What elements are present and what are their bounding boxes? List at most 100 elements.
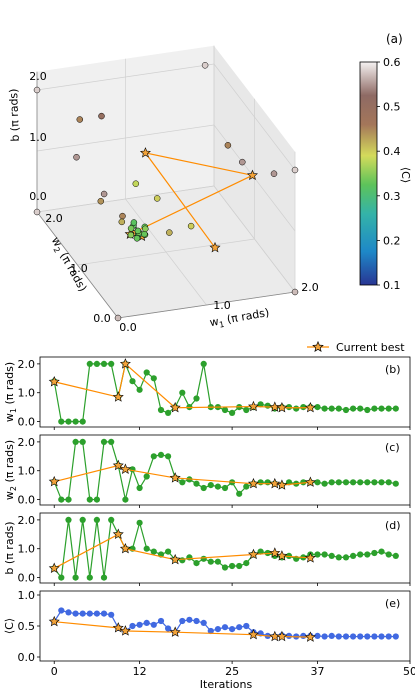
series-point bbox=[378, 633, 385, 640]
series-point bbox=[207, 558, 214, 565]
best-star-marker bbox=[119, 358, 131, 369]
series-point bbox=[243, 622, 250, 630]
series-point bbox=[342, 554, 350, 561]
x-tick-label: 1.0 bbox=[213, 299, 231, 312]
axes-3d: 0.0 1.0 2.0 0.0 1.0 2.0 0.0 1.0 2.0 bbox=[29, 45, 319, 334]
series-point bbox=[193, 395, 200, 402]
colorbar-gradient bbox=[359, 61, 378, 286]
best-line bbox=[54, 362, 311, 409]
series-point bbox=[371, 549, 378, 557]
series-point bbox=[321, 405, 328, 412]
series-point bbox=[65, 609, 72, 616]
sample-points bbox=[33, 62, 299, 322]
best-star-marker bbox=[112, 391, 124, 402]
sample-point bbox=[132, 180, 140, 187]
y-tick-label: 0.0 bbox=[18, 572, 36, 585]
best-star-marker bbox=[276, 479, 288, 490]
series-point bbox=[93, 360, 100, 367]
series-point bbox=[157, 451, 165, 458]
series-point bbox=[285, 404, 293, 411]
series-point bbox=[165, 625, 172, 632]
best-star-marker bbox=[48, 475, 60, 487]
y-tick-label: 0.0 bbox=[18, 494, 36, 507]
series-point bbox=[79, 438, 86, 445]
best-star-marker bbox=[119, 625, 131, 636]
series-point bbox=[193, 480, 200, 487]
x-axis-line bbox=[117, 291, 296, 319]
best-star-marker bbox=[269, 547, 281, 558]
series-point bbox=[93, 496, 100, 503]
series-point bbox=[100, 574, 108, 581]
series-point bbox=[65, 496, 72, 503]
y-axis-label: ⟨C⟩ bbox=[3, 618, 16, 634]
series-point bbox=[200, 555, 207, 562]
sample-point bbox=[130, 219, 138, 226]
series-point bbox=[179, 479, 186, 486]
y-tick-label: 2.0 bbox=[45, 212, 63, 225]
z-tick-label: 1.0 bbox=[29, 131, 47, 144]
series-point bbox=[207, 482, 214, 489]
colorbar-tick-label: 0.2 bbox=[383, 234, 401, 247]
series-point bbox=[129, 622, 136, 630]
series-point bbox=[65, 516, 72, 524]
series-point bbox=[236, 624, 243, 631]
series-point bbox=[342, 406, 350, 414]
x-tick-label: 50 bbox=[403, 665, 415, 678]
series-point bbox=[364, 406, 371, 414]
series-point bbox=[321, 480, 328, 487]
sample-point bbox=[134, 227, 142, 235]
y-tick-label: 1.0 bbox=[70, 262, 88, 275]
series-point bbox=[100, 610, 108, 617]
sample-point bbox=[224, 142, 232, 149]
best-star-marker bbox=[139, 147, 151, 158]
series-point bbox=[65, 418, 72, 425]
series-point bbox=[221, 564, 229, 571]
series-point bbox=[221, 624, 229, 631]
series-point bbox=[108, 516, 115, 524]
best-star-marker bbox=[48, 375, 60, 387]
series-point bbox=[371, 479, 378, 486]
series-point bbox=[371, 405, 378, 412]
series-point bbox=[350, 479, 357, 486]
best-star-marker bbox=[48, 615, 60, 627]
series-point bbox=[357, 405, 364, 412]
best-star-marker bbox=[247, 400, 259, 412]
series-point bbox=[392, 480, 399, 487]
best-star-marker bbox=[169, 626, 181, 637]
y-tick-label: 1.0 bbox=[18, 465, 36, 478]
z-tick-label: 2.0 bbox=[29, 70, 47, 83]
best-star-marker bbox=[112, 459, 124, 471]
best-star-marker bbox=[269, 477, 281, 489]
sample-point bbox=[97, 197, 105, 205]
series-point bbox=[179, 617, 186, 625]
series-point bbox=[328, 479, 335, 486]
series-point bbox=[385, 633, 392, 640]
grid-line bbox=[36, 185, 215, 213]
sample-point bbox=[239, 158, 246, 166]
sample-point bbox=[127, 231, 135, 239]
series-point bbox=[72, 418, 79, 425]
series-point bbox=[243, 483, 250, 490]
best-star-marker bbox=[276, 630, 288, 642]
series-point bbox=[214, 626, 221, 633]
y-axis-label: w1 (π rads) bbox=[3, 362, 18, 422]
x-tick-label: 12 bbox=[133, 665, 147, 678]
series-point bbox=[143, 619, 150, 627]
series-point bbox=[129, 378, 136, 385]
series-point bbox=[58, 496, 65, 503]
series-point bbox=[364, 479, 371, 486]
y-axis-line bbox=[36, 211, 119, 319]
colorbar-label: ⟨C⟩ bbox=[399, 167, 412, 183]
x-tick-label: 37 bbox=[311, 665, 325, 678]
best-star-marker bbox=[112, 528, 124, 539]
series-point bbox=[150, 548, 157, 555]
series-point bbox=[186, 616, 193, 623]
line-panel-b: 0.0 1.0 2.0w1 (π rads) (b) bbox=[3, 356, 411, 430]
series-point bbox=[385, 551, 392, 558]
sample-point bbox=[127, 225, 135, 232]
series-point bbox=[285, 632, 293, 640]
line-panels: 0.01.02.0w1 (π rads) (b)0.01.02.0w2 (π ra… bbox=[3, 356, 415, 678]
series-point bbox=[200, 484, 207, 492]
legend: Current best bbox=[307, 340, 405, 354]
series-point bbox=[58, 607, 65, 614]
